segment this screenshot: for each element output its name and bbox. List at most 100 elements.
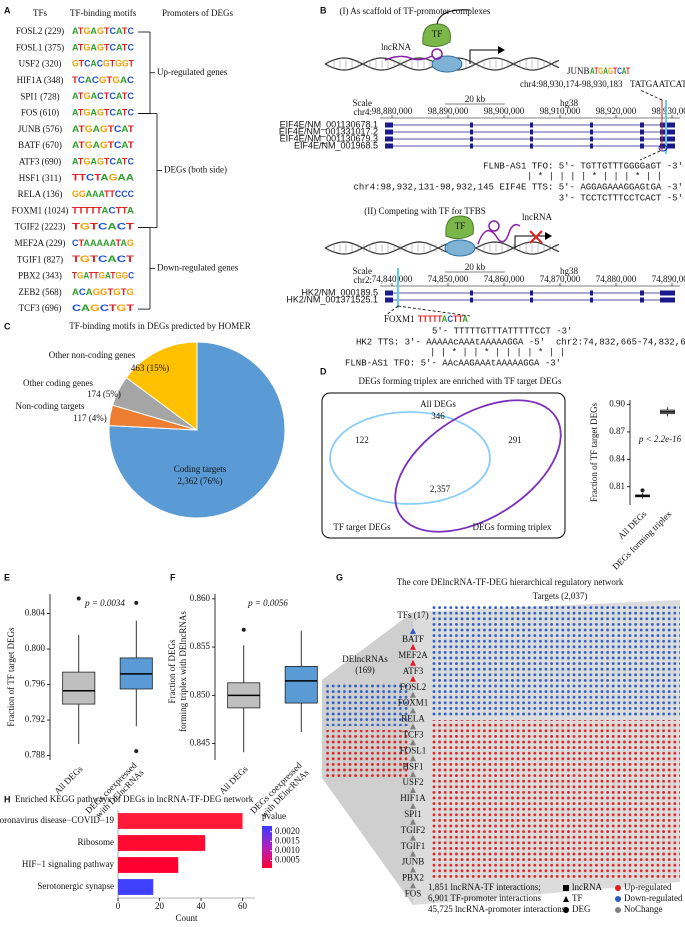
chrom-label: chr4:	[354, 107, 373, 117]
motif-letter: A	[116, 43, 123, 53]
annotation: p = 0.0034	[84, 598, 125, 608]
exon	[385, 136, 393, 142]
motif-letter: G	[83, 92, 90, 102]
tf-node-label: TGIF2	[401, 825, 426, 835]
motif-letter: T	[122, 43, 128, 53]
motif-letter: G	[100, 124, 108, 134]
motif-letter: G	[100, 287, 107, 297]
slice-label: Other coding genes	[23, 378, 93, 388]
assembly: hg38	[560, 98, 579, 108]
annotation: p = 0.0056	[247, 598, 288, 608]
motif-logo: TCACGTGAC	[72, 75, 135, 85]
motif-letter: T	[122, 26, 128, 36]
tf-name: FOSL2 (229)	[16, 26, 64, 36]
transcript-name: HK2/NM_000189.5	[301, 287, 378, 297]
group-label: Down-regulated genes	[157, 262, 239, 272]
exon	[530, 143, 533, 149]
motif-letter: G	[80, 222, 90, 232]
exon	[470, 136, 473, 142]
tf-node	[410, 691, 416, 698]
slice-value: 117 (4%)	[73, 413, 106, 423]
legend-symbol	[615, 896, 621, 902]
motif-letter: C	[100, 303, 110, 313]
motif-letter: C	[98, 255, 108, 265]
motif-letter: C	[128, 271, 134, 281]
lncrna	[477, 223, 521, 245]
arrow-head	[545, 232, 552, 240]
tf-node	[410, 834, 416, 841]
legend-symbol	[563, 885, 569, 891]
legend-symbol	[563, 907, 569, 913]
tf-node	[410, 787, 416, 793]
motif-letter: T	[79, 238, 85, 248]
motif-letter: A	[90, 238, 97, 248]
motif-letter: C	[114, 124, 122, 134]
exon	[660, 143, 675, 149]
panel-label: F	[170, 572, 176, 582]
motif-letter: T	[90, 206, 97, 216]
motif-logo: TTC TA G A A	[72, 173, 135, 183]
legend-label: Down-regulated	[624, 893, 683, 903]
motif-letter: T	[104, 108, 110, 118]
set-label: DEGs forming triplex	[473, 522, 552, 532]
motif-letter: A	[97, 238, 104, 248]
pointer	[384, 305, 399, 317]
motif-logo: TTTTTACTTA	[72, 206, 135, 216]
legend-label: TF	[572, 893, 583, 903]
exon	[470, 290, 473, 296]
motif-letter: T	[72, 173, 80, 183]
motif-letter: T	[453, 314, 458, 324]
motif-letter: A	[101, 206, 109, 216]
motif-letter: A	[90, 43, 97, 53]
motif-letter: G	[115, 59, 122, 69]
exon	[660, 136, 675, 142]
motif-letter: T	[72, 222, 81, 232]
motif-letter: C	[72, 303, 82, 313]
tf-node-label: HSF1	[402, 761, 423, 771]
y-tick-label: 0.860	[190, 593, 211, 603]
tf-node	[410, 739, 416, 746]
motif-letter: G	[100, 140, 108, 150]
tf-name: FOS (610)	[21, 108, 59, 118]
motif-letter: A	[103, 238, 110, 248]
bar	[118, 857, 179, 873]
ruler-label: 74,850,000	[428, 274, 469, 284]
exon	[590, 122, 593, 128]
panel-label: B	[320, 5, 327, 15]
motif-letter: T	[104, 157, 110, 167]
motif-letter: A	[90, 108, 97, 118]
motif-letter: T	[129, 59, 135, 69]
panel-label: E	[4, 572, 10, 582]
motif-letter: T	[122, 108, 128, 118]
motif-letter: A	[86, 189, 93, 199]
tf-node-label: USF2	[402, 777, 423, 787]
ruler-label: 74,890,000	[652, 274, 685, 284]
region-count: 122	[355, 435, 369, 445]
scale-label: Scale	[353, 266, 373, 276]
scale-label: Scale	[353, 98, 373, 108]
y-tick-label: 0.804	[25, 608, 46, 618]
motif-letter: A	[90, 26, 97, 36]
motif-letter: T	[78, 26, 84, 36]
legend-symbol	[615, 885, 621, 891]
exon	[530, 129, 533, 135]
ruler-label: 74,860,000	[484, 274, 525, 284]
panel-label: D	[320, 366, 327, 376]
ruler-label: 98,890,000	[428, 106, 469, 116]
ruler-label: 98,930,000	[652, 106, 685, 116]
motif-letter: G	[99, 271, 105, 281]
motif-logo: ATGAGTCATC	[72, 26, 135, 36]
tf-name: HSF1 (311)	[19, 173, 61, 183]
motif-letter: T	[128, 124, 135, 134]
triplex-line: chr2:74,832,665-74,832,668	[556, 337, 685, 347]
motif-letter: T	[428, 314, 433, 324]
genomic-site: chr4:98,930,174-98,930,183	[520, 79, 623, 89]
motif-logo: TGATTGATGGC	[72, 271, 134, 281]
legend-symbol	[615, 907, 621, 913]
motif-letter: C	[79, 287, 86, 297]
tf-name: ATF3 (690)	[19, 156, 61, 166]
slice-label: Non-coding targets	[15, 401, 85, 411]
box	[284, 665, 318, 704]
tf-name: USF2 (320)	[19, 59, 62, 69]
motif-letter: C	[97, 59, 104, 69]
